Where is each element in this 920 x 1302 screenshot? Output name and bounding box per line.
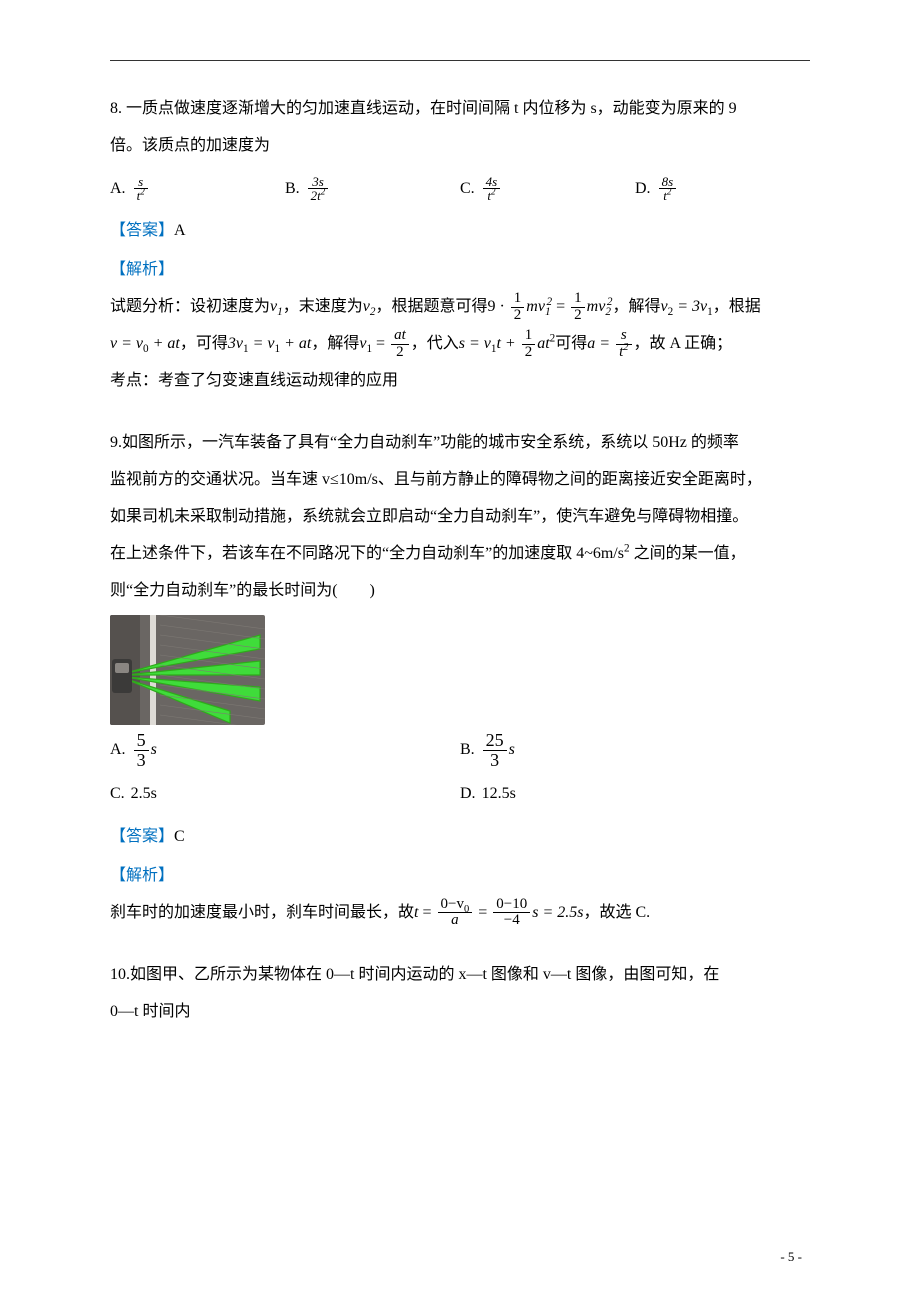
road-svg bbox=[110, 615, 265, 725]
q8-stem-line2: 倍。该质点的加速度为 bbox=[110, 128, 810, 165]
q10-stem-line2: 0—t 时间内 bbox=[110, 994, 810, 1031]
q8-opt-a-label: A. bbox=[110, 171, 126, 208]
q8-option-b: B. 3s 2t2 bbox=[285, 171, 460, 208]
q9-option-a: A. 5 3 s bbox=[110, 731, 460, 770]
q9-opt-b-label: B. bbox=[460, 732, 475, 769]
q9-stem-line5: 则“全力自动刹车”的最长时间为( ) bbox=[110, 573, 810, 610]
spacer2 bbox=[110, 931, 810, 957]
q9-stem-line2: 监视前方的交通状况。当车速 v≤10m/s、且与前方静止的障碍物之间的距离接近安… bbox=[110, 462, 810, 499]
q8-opt-c-frac: 4s t2 bbox=[483, 175, 501, 203]
q9-options-row2: C. 2.5s D. 12.5s bbox=[110, 776, 810, 813]
q9-figure bbox=[110, 615, 265, 725]
q9-explanation: 刹车时的加速度最小时，刹车时间最长，故t = 0−v0a = 0−10−4s =… bbox=[110, 895, 810, 932]
q9-opt-a-frac: 5 3 bbox=[134, 731, 149, 770]
q9-stem-line1: 9.如图所示，一汽车装备了具有“全力自动刹车”功能的城市安全系统，系统以 50H… bbox=[110, 425, 810, 462]
q8-analysis-line1: 试题分析：设初速度为v1，末速度为v2，根据题意可得9 · 12mv12 = 1… bbox=[110, 289, 810, 326]
q10-stem-line1: 10.如图甲、乙所示为某物体在 0—t 时间内运动的 x—t 图像和 v—t 图… bbox=[110, 957, 810, 994]
q8-option-d: D. 8s t2 bbox=[635, 171, 810, 208]
q8-opt-d-label: D. bbox=[635, 171, 651, 208]
q9-options-row1: A. 5 3 s B. 25 3 s bbox=[110, 731, 810, 770]
q9-stem-line4: 在上述条件下，若该车在不同路况下的“全力自动刹车”的加速度取 4~6m/s2 之… bbox=[110, 536, 810, 573]
q8-option-c: C. 4s t2 bbox=[460, 171, 635, 208]
q9-option-c: C. 2.5s bbox=[110, 776, 460, 813]
q8-stem-line1: 8. 一质点做速度逐渐增大的匀加速直线运动，在时间间隔 t 内位移为 s，动能变… bbox=[110, 91, 810, 128]
q9-answer: 【答案】C bbox=[110, 819, 810, 856]
q9-stem-line3: 如果司机未采取制动措施，系统就会立即启动“全力自动刹车”，使汽车避免与障碍物相撞… bbox=[110, 499, 810, 536]
q8-opt-a-frac: s t2 bbox=[134, 175, 148, 203]
q8-options: A. s t2 B. 3s 2t2 C. 4s t2 D. 8s t2 bbox=[110, 171, 810, 208]
q9-analysis-label: 【解析】 bbox=[110, 858, 810, 895]
q9-option-b: B. 25 3 s bbox=[460, 731, 810, 770]
page-footer: - 5 - bbox=[780, 1242, 802, 1272]
q8-opt-b-label: B. bbox=[285, 171, 300, 208]
q9-opt-b-frac: 25 3 bbox=[483, 731, 507, 770]
q9-opt-a-label: A. bbox=[110, 732, 126, 769]
q9-option-d: D. 12.5s bbox=[460, 776, 810, 813]
q8-opt-c-label: C. bbox=[460, 171, 475, 208]
q8-opt-b-frac: 3s 2t2 bbox=[308, 175, 329, 203]
q8-opt-d-frac: 8s t2 bbox=[659, 175, 677, 203]
q9-opt-c-label: C. bbox=[110, 776, 125, 813]
q8-option-a: A. s t2 bbox=[110, 171, 285, 208]
q9-opt-d-label: D. bbox=[460, 776, 476, 813]
header-rule bbox=[110, 60, 810, 61]
spacer bbox=[110, 399, 810, 425]
q8-analysis-label: 【解析】 bbox=[110, 252, 810, 289]
q8-analysis-point: 考点：考查了匀变速直线运动规律的应用 bbox=[110, 363, 810, 400]
q8-answer: 【答案】A bbox=[110, 213, 810, 250]
q8-analysis-line2: v = v0 + at，可得3v1 = v1 + at，解得v1 = at2，代… bbox=[110, 326, 810, 363]
